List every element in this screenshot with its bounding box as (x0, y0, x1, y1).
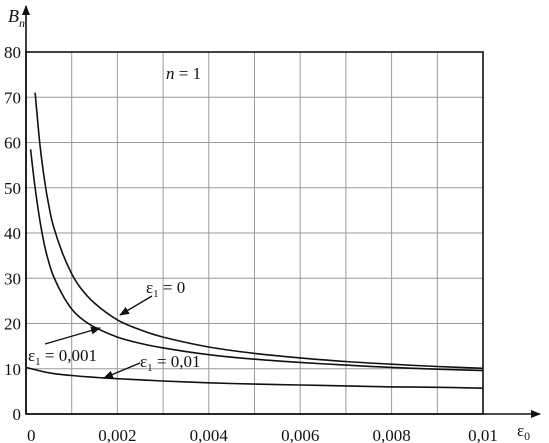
y-tick-label: 20 (4, 315, 21, 334)
y-tick-label: 10 (4, 360, 21, 379)
arrow-eps1-0 (119, 295, 153, 316)
x-tick-label: 0 (27, 426, 36, 443)
y-tick-label: 50 (4, 179, 21, 198)
x-tick-label: 0,01 (468, 426, 498, 443)
y-tick-label: 70 (4, 88, 21, 107)
y-tick-label: 60 (4, 134, 21, 153)
x-tick-label: 0,008 (372, 426, 410, 443)
x-tick-label: 0,002 (98, 426, 136, 443)
label-eps1-001: ε1 = 0,01 (103, 352, 200, 379)
x-tick-label: 0,006 (281, 426, 319, 443)
y-axis-label: Bn (8, 6, 25, 30)
series-group (25, 92, 484, 389)
y-tick-label: 0 (13, 405, 22, 424)
y-tick-labels: 0 10 20 30 40 50 60 70 80 (4, 43, 21, 424)
label-eps1-0: ε1 = 0 (119, 278, 185, 316)
arrow-eps1-001 (103, 362, 141, 379)
label-eps1-0001: ε1 = 0,001 (28, 326, 101, 368)
arrow-eps1-0001 (44, 326, 101, 345)
x-tick-label: 0,004 (190, 426, 229, 443)
x-axis-label: ε0 (517, 421, 530, 443)
y-tick-label: 80 (4, 43, 21, 62)
x-tick-labels: 0 0,002 0,004 0,006 0,008 0,01 (27, 426, 498, 443)
series-line-1 (34, 92, 484, 370)
y-axis-label-subscript: n (19, 16, 25, 30)
series-label-eps1-0001: ε1 = 0,001 (28, 346, 97, 368)
y-tick-label: 30 (4, 269, 21, 288)
series-label-eps1-001: ε1 = 0,01 (140, 352, 200, 374)
grid (26, 52, 483, 414)
series-line-3 (25, 366, 484, 389)
x-axis-label-subscript: 0 (524, 429, 530, 443)
y-tick-label: 40 (4, 224, 21, 243)
series-line-2 (29, 149, 484, 372)
n-annotation: n = 1 (166, 64, 201, 83)
